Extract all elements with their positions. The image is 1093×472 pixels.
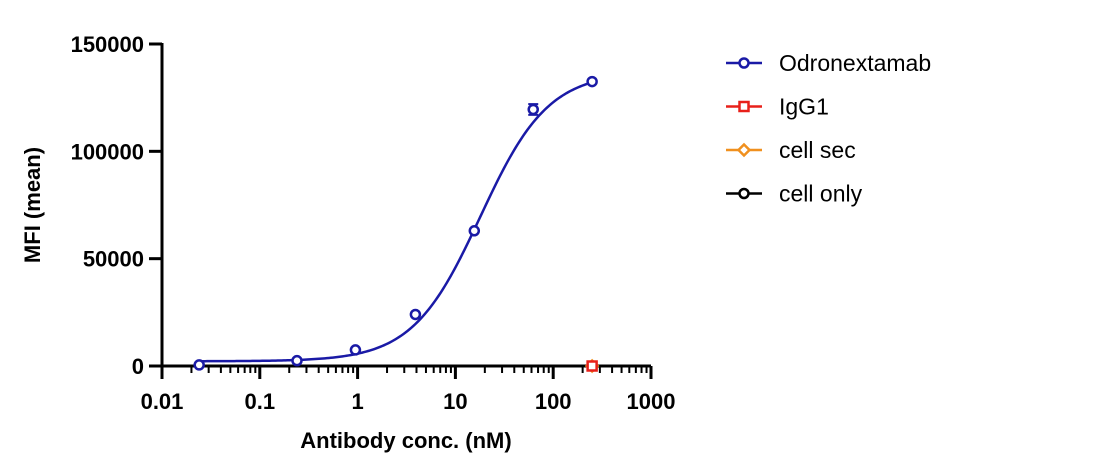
y-tick-label: 50000 (83, 247, 144, 272)
legend-label: cell sec (779, 137, 856, 163)
legend-label: Odronextamab (779, 50, 931, 76)
legend: Odronextamab IgG1 cell sec cell only (726, 50, 931, 207)
legend-marker (736, 142, 752, 158)
y-tick-label: 150000 (71, 32, 144, 57)
fit-curves (199, 81, 593, 363)
x-tick-label: 1000 (627, 389, 676, 414)
data-point (291, 354, 303, 367)
axes (149, 42, 653, 379)
legend-marker (738, 100, 750, 113)
x-tick-label: 1 (351, 389, 363, 414)
x-axis-title: Antibody conc. (nM) (300, 428, 511, 453)
legend-entry: Odronextamab (726, 50, 931, 76)
legend-entry: IgG1 (726, 94, 829, 120)
legend-entry: cell sec (726, 137, 856, 163)
data-point (349, 344, 362, 356)
x-tick-label: 0.01 (141, 389, 184, 414)
x-tick-label: 10 (443, 389, 467, 414)
data-point (586, 360, 598, 372)
data-point (586, 75, 598, 88)
legend-marker (738, 187, 750, 200)
data-point (409, 308, 422, 321)
data-points (193, 75, 600, 374)
legend-entry: cell only (726, 181, 863, 207)
x-tick-label: 100 (535, 389, 572, 414)
y-tick-label: 100000 (71, 139, 144, 164)
data-point (527, 103, 539, 116)
fit-curve (199, 81, 593, 363)
data-point (193, 359, 205, 371)
legend-marker (738, 57, 750, 69)
legend-label: cell only (779, 181, 863, 207)
legend-label: IgG1 (779, 94, 829, 120)
x-tick-label: 0.1 (245, 389, 276, 414)
data-point (468, 225, 481, 237)
y-axis-title: MFI (mean) (20, 147, 45, 263)
y-tick-label: 0 (132, 354, 144, 379)
tick-labels: 0 50000 100000 150000 0.01 0.1 1 10 100 1000 (71, 32, 676, 414)
